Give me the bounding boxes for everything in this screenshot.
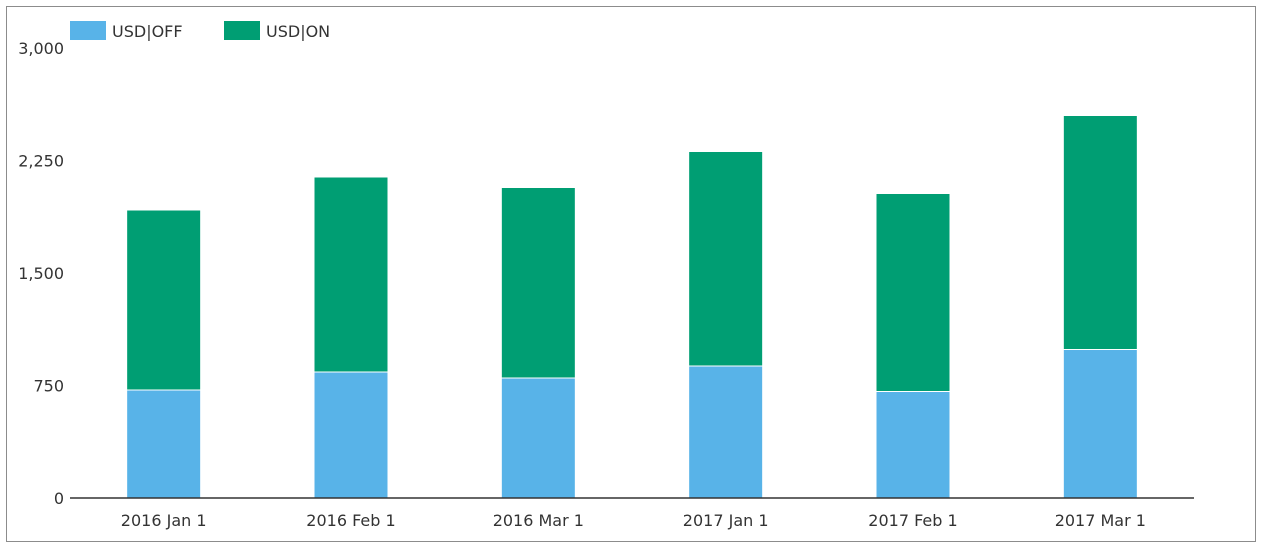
bar-usd-on[interactable]: [500, 187, 576, 379]
bar-usd-off[interactable]: [500, 377, 576, 499]
x-tick-label: 2016 Feb 1: [306, 511, 395, 530]
x-tick-label: 2016 Jan 1: [121, 511, 207, 530]
legend-swatch-2[interactable]: [224, 21, 260, 40]
bar-usd-off[interactable]: [688, 365, 764, 499]
y-tick-label: 1,500: [18, 264, 64, 283]
legend-label-1[interactable]: USD|OFF: [112, 22, 183, 41]
y-axis-ticks: 0 750 1,500 2,250 3,000: [18, 39, 64, 508]
bar-usd-on[interactable]: [1062, 115, 1138, 350]
bar-usd-on[interactable]: [688, 151, 764, 367]
bar-usd-off[interactable]: [313, 371, 389, 499]
x-tick-label: 2017 Jan 1: [683, 511, 769, 530]
chart-frame: [6, 6, 1256, 542]
bar-usd-off[interactable]: [1062, 349, 1138, 499]
y-tick-label: 3,000: [18, 39, 64, 58]
bar-usd-off[interactable]: [126, 389, 202, 499]
y-tick-label: 2,250: [18, 152, 64, 171]
y-tick-label: 0: [54, 489, 64, 508]
bar-usd-on[interactable]: [313, 176, 389, 373]
x-tick-label: 2017 Feb 1: [868, 511, 957, 530]
x-tick-label: 2017 Mar 1: [1055, 511, 1146, 530]
x-tick-label: 2016 Mar 1: [493, 511, 584, 530]
legend-label-2[interactable]: USD|ON: [266, 22, 330, 41]
bar-usd-off[interactable]: [875, 391, 951, 499]
bar-usd-on[interactable]: [126, 209, 202, 391]
bars: [126, 115, 1138, 499]
y-tick-label: 750: [33, 377, 64, 396]
legend-swatch-1[interactable]: [70, 21, 106, 40]
legend: USD|OFF USD|ON: [70, 21, 330, 41]
bar-usd-on[interactable]: [875, 193, 951, 392]
x-axis-ticks: 2016 Jan 1 2016 Feb 1 2016 Mar 1 2017 Jan 1…: [121, 511, 1146, 530]
